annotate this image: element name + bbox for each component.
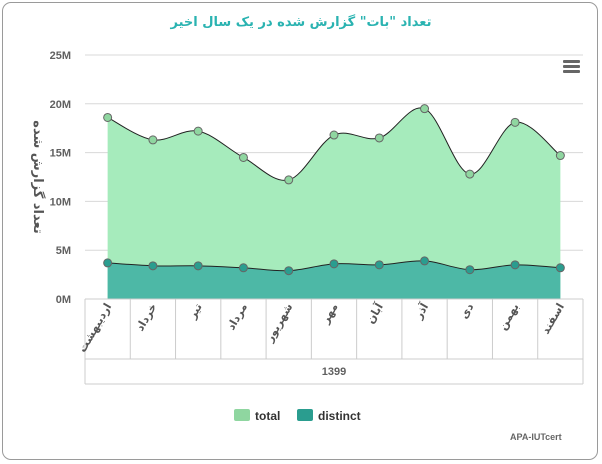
- credit-label: APA-IUTcert: [510, 432, 562, 442]
- data-point-total[interactable]: [420, 104, 430, 114]
- x-tick-label: خرداد: [133, 301, 159, 333]
- data-point-distinct[interactable]: [374, 260, 384, 270]
- legend-swatch-distinct[interactable]: [297, 409, 313, 421]
- x-tick-label: مهر: [318, 301, 340, 326]
- data-point-distinct[interactable]: [238, 263, 248, 273]
- y-tick-label: 25M: [50, 50, 71, 62]
- y-tick-label: 10M: [50, 196, 71, 208]
- y-tick-label: 15M: [50, 148, 71, 160]
- data-point-total[interactable]: [465, 169, 475, 179]
- x-tick-label: آبان: [363, 300, 386, 326]
- data-point-total[interactable]: [103, 112, 113, 122]
- series-line-total: [107, 107, 561, 181]
- legend-swatch-total[interactable]: [234, 409, 250, 421]
- y-tick-label: 0M: [56, 294, 71, 306]
- data-point-distinct[interactable]: [329, 259, 339, 269]
- x-group-label: 1399: [322, 366, 346, 378]
- data-point-distinct[interactable]: [148, 261, 158, 271]
- series-area-total: [107, 107, 561, 299]
- data-point-distinct[interactable]: [420, 256, 430, 266]
- legend-label-distinct[interactable]: distinct: [318, 409, 361, 423]
- data-point-total[interactable]: [555, 151, 565, 161]
- x-tick-label: بهمن: [496, 301, 522, 332]
- x-tick-label: دی: [457, 301, 476, 321]
- series-area-distinct: [107, 260, 561, 299]
- data-point-distinct[interactable]: [555, 263, 565, 273]
- x-tick-label: مرداد: [224, 301, 250, 332]
- chart-menu-icon[interactable]: [563, 60, 580, 74]
- x-tick-label: اردیبهشت: [76, 301, 114, 355]
- x-tick-label: آذر: [411, 300, 432, 322]
- data-point-total[interactable]: [193, 126, 203, 136]
- data-point-distinct[interactable]: [193, 261, 203, 271]
- legend-label-total[interactable]: total: [255, 409, 280, 423]
- data-point-total[interactable]: [374, 133, 384, 143]
- data-point-distinct[interactable]: [510, 260, 520, 270]
- x-tick-label: اسفند: [539, 301, 567, 336]
- x-tick-label: تیر: [185, 301, 204, 322]
- data-point-total[interactable]: [510, 117, 520, 127]
- chart-title: تعداد "بات" گزارش شده در یک سال اخیر: [170, 15, 432, 30]
- data-point-total[interactable]: [238, 152, 248, 162]
- data-point-distinct[interactable]: [103, 258, 113, 268]
- data-point-total[interactable]: [329, 130, 339, 140]
- x-tick-label: شهریور: [262, 301, 295, 345]
- y-tick-label: 20M: [50, 99, 71, 111]
- data-point-total[interactable]: [284, 175, 294, 185]
- data-point-distinct[interactable]: [284, 266, 294, 276]
- data-point-distinct[interactable]: [465, 265, 475, 275]
- data-point-total[interactable]: [148, 135, 158, 145]
- y-axis-label: تعداد گزارش شده: [30, 120, 46, 233]
- y-tick-label: 5M: [56, 245, 71, 257]
